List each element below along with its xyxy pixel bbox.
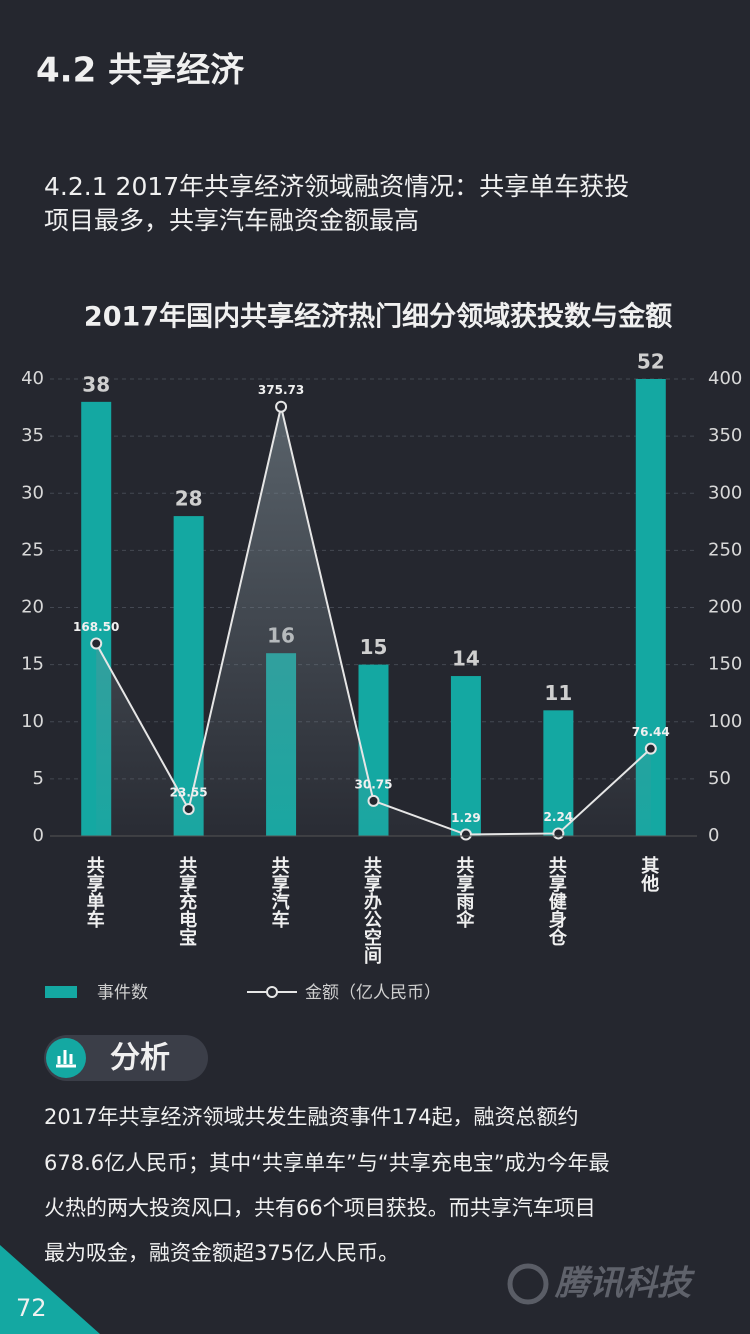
y-tick-label: 25 xyxy=(21,539,44,560)
y2-tick-label: 100 xyxy=(708,711,742,732)
y2-tick-label: 50 xyxy=(708,768,731,789)
logo: 腾讯科技 xyxy=(554,1264,696,1304)
bar xyxy=(543,710,574,836)
y2-tick-label: 0 xyxy=(708,825,719,846)
paragraph: 2017年共享经济领域共发生融资事件174起，融资总额约 xyxy=(44,1105,579,1129)
value-label: 2.24 xyxy=(544,810,574,824)
y-tick-label: 35 xyxy=(21,425,44,446)
point xyxy=(644,742,657,755)
y-tick-label: 30 xyxy=(21,482,44,503)
value-label: 168.50 xyxy=(73,620,119,634)
bar-label: 15 xyxy=(360,635,388,659)
subtitle: 项目最多，共享汽车融资金额最高 xyxy=(44,206,419,235)
y2-tick-label: 200 xyxy=(708,597,742,618)
page-number: 72 xyxy=(16,1294,47,1322)
y2-tick-label: 300 xyxy=(708,482,742,503)
y2-tick-label: 350 xyxy=(708,425,742,446)
badge-icon-bars xyxy=(56,1050,76,1068)
point xyxy=(182,803,195,816)
paragraph: 最为吸金，融资金额超375亿人民币。 xyxy=(44,1241,399,1265)
y2-tick-label: 400 xyxy=(708,368,742,389)
bar-label: 28 xyxy=(175,487,203,511)
x-tick-label: 其他 xyxy=(638,856,660,892)
y-tick-label: 0 xyxy=(33,825,44,846)
chart: 0510152025303540050100150200250300350400… xyxy=(21,350,742,1004)
logo-icon xyxy=(507,1263,549,1305)
value-label: 1.29 xyxy=(451,811,481,825)
legend-swatch xyxy=(45,986,77,998)
y-tick-label: 5 xyxy=(33,768,44,789)
legend-label: 事件数 xyxy=(97,983,148,1003)
bar xyxy=(450,676,481,836)
legend-swatch xyxy=(266,986,278,998)
section-title: 4.2 共享经济 xyxy=(36,51,245,91)
x-tick-label: 共享办公空间 xyxy=(361,856,382,964)
point xyxy=(459,828,472,841)
value-label: 375.73 xyxy=(258,383,304,397)
chart-title: 2017年国内共享经济热门细分领域获投数与金额 xyxy=(84,301,672,333)
y2-tick-label: 150 xyxy=(708,654,742,675)
bar-label: 14 xyxy=(452,647,480,671)
legend-label: 金额（亿人民币） xyxy=(305,983,441,1003)
area xyxy=(96,406,651,836)
paragraph: 火热的两大投资风口，共有66个项目获投。而共享汽车项目 xyxy=(44,1196,596,1220)
x-tick-label: 共享汽车 xyxy=(269,856,290,929)
y-tick-label: 10 xyxy=(21,711,44,732)
badge xyxy=(44,1035,208,1081)
x-tick-label: 共享充电宝 xyxy=(176,856,197,946)
value-label: 23.55 xyxy=(170,786,208,800)
point xyxy=(90,637,103,650)
point xyxy=(552,827,565,840)
subtitle: 4.2.1 2017年共享经济领域融资情况：共享单车获投 xyxy=(44,172,629,201)
x-tick-label: 共享健身仓 xyxy=(546,856,568,946)
value-label: 76.44 xyxy=(632,725,670,739)
x-tick-label: 共享雨伞 xyxy=(453,856,475,929)
point xyxy=(367,794,380,807)
y-tick-label: 40 xyxy=(21,368,44,389)
paragraph: 678.6亿人民币；其中“共享单车”与“共享充电宝”成为今年最 xyxy=(44,1151,610,1175)
badge-text: 分析 xyxy=(110,1041,170,1076)
bar-label: 52 xyxy=(637,350,665,374)
bar-label: 11 xyxy=(544,681,572,705)
y-tick-label: 20 xyxy=(21,597,44,618)
point xyxy=(275,400,288,413)
bar-label: 38 xyxy=(82,372,110,396)
y2-tick-label: 250 xyxy=(708,539,742,560)
corner xyxy=(0,1245,100,1334)
value-label: 30.75 xyxy=(355,777,393,791)
y-tick-label: 15 xyxy=(21,654,44,675)
x-tick-label: 共享单车 xyxy=(84,856,105,929)
